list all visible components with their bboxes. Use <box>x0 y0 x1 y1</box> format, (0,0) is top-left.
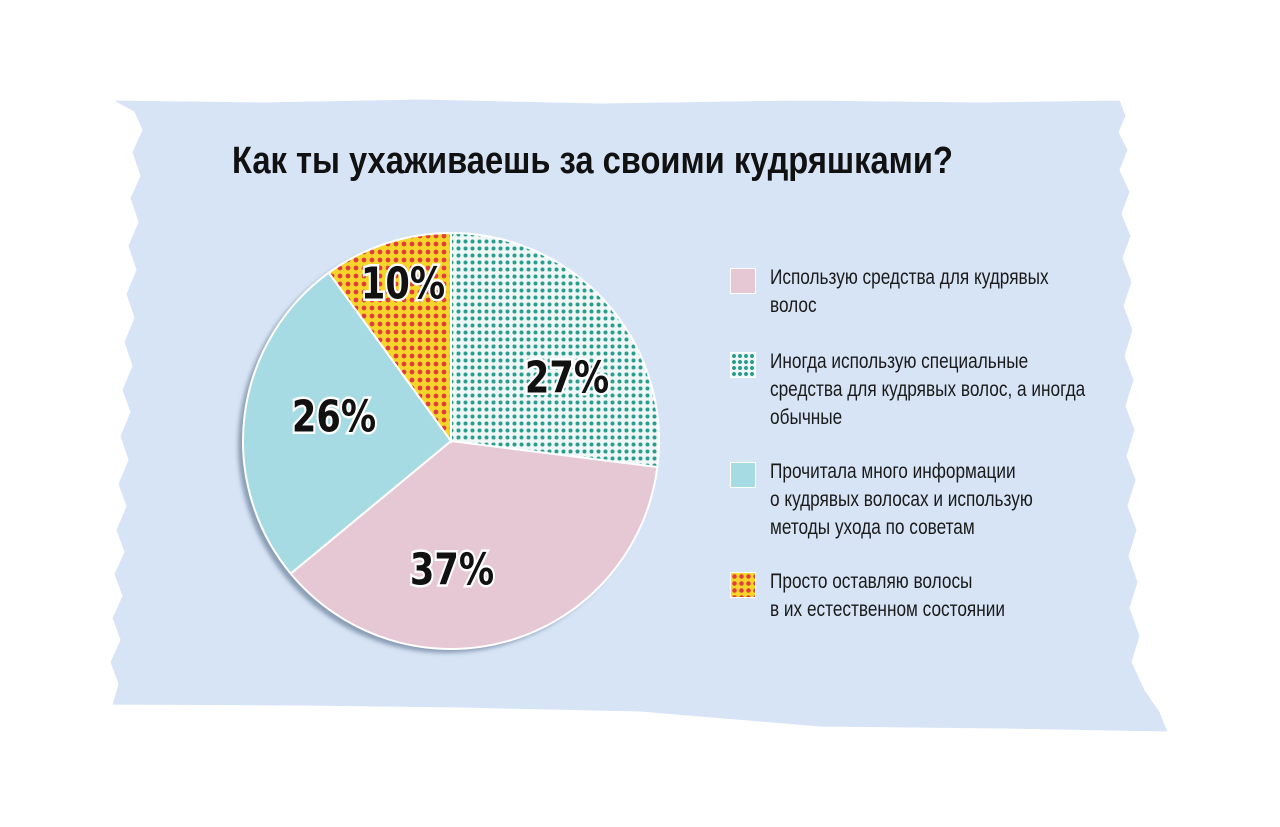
legend-swatch <box>730 268 756 294</box>
slice-label-37: 37% <box>410 545 494 596</box>
pie-slice-37 <box>289 439 659 650</box>
legend-label-line: обычные <box>770 406 843 429</box>
legend-label-line: Просто оставляю волосы <box>770 570 973 593</box>
legend-label: Иногда использую специальные средства для… <box>770 348 1229 432</box>
chart-title: Как ты ухаживаешь за своими кудряшками? <box>232 140 953 182</box>
legend-label: Просто оставляю волосы в их естественном … <box>770 568 1229 624</box>
pie-slice-10 <box>327 231 452 445</box>
legend-label-line: Использую средства для кудрявых <box>770 266 1049 289</box>
legend-label-line: средства для кудрявых волос, а иногда <box>770 378 1086 401</box>
legend-label-line: о кудрявых волосах и использую <box>770 488 1033 511</box>
slice-label-26: 26% <box>292 392 376 443</box>
legend-swatch <box>730 572 756 598</box>
pie-slice-26 <box>242 271 453 575</box>
legend-label: Прочитала много информации о кудрявых вол… <box>770 458 1229 542</box>
pie-chart: 27% 37% 26% 10% <box>242 231 660 650</box>
legend-label-line: Прочитала много информации <box>770 460 1016 483</box>
slice-label-10: 10% <box>361 259 445 310</box>
legend-swatch <box>730 352 756 378</box>
legend-swatch <box>730 462 756 488</box>
legend-label-line: волос <box>770 294 817 317</box>
legend-label: Использую средства для кудрявых волос <box>770 264 1229 320</box>
legend-label-line: Иногда использую специальные <box>770 350 1029 373</box>
pie-slice-27 <box>450 231 660 469</box>
legend-label-line: методы ухода по советам <box>770 516 975 539</box>
legend-label-line: в их естественном состоянии <box>770 598 1005 621</box>
slice-label-27: 27% <box>525 353 609 404</box>
